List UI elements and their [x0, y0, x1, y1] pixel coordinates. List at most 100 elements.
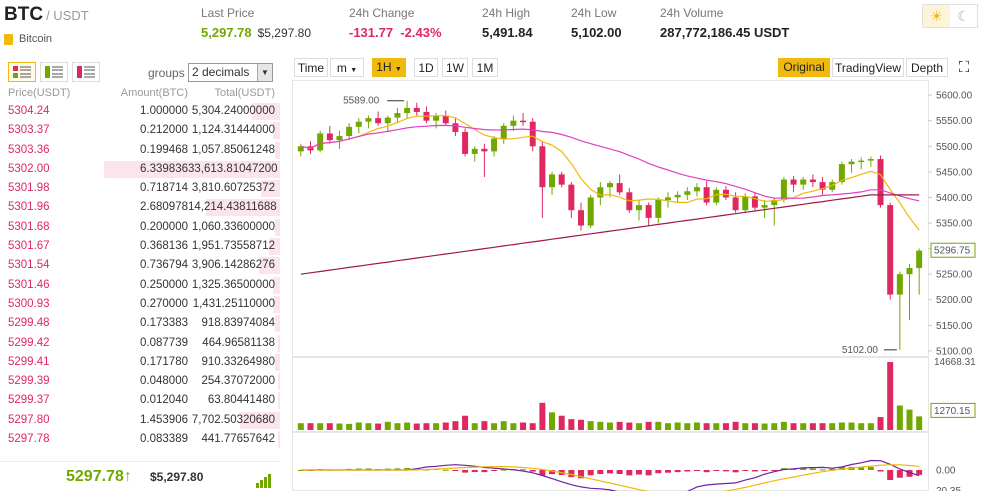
current-price-label: 5296.75 [934, 246, 971, 257]
order-book-row[interactable]: 5299.41 0.171780 910.33264980 [0, 353, 280, 372]
order-price: 5301.54 [8, 259, 50, 272]
macd-histogram-bar [529, 470, 536, 472]
volume-bar [510, 423, 517, 430]
coin-name[interactable]: Bitcoin [19, 33, 53, 45]
macd-histogram-bar [858, 466, 865, 470]
order-amount: 0.250000 [140, 278, 188, 291]
sun-icon[interactable]: ☀ [923, 5, 950, 27]
interval-minutes-label: m [336, 61, 347, 75]
theme-toggle[interactable]: ☀ ☾ [922, 4, 978, 28]
ma-short-line [300, 115, 920, 231]
volume-bar [693, 422, 700, 430]
order-book-row[interactable]: 5299.37 0.012040 63.80441480 [0, 391, 280, 410]
low-annotation: 5102.00 [842, 345, 879, 356]
bids-only-icon[interactable] [40, 62, 68, 82]
view-original[interactable]: Original [778, 58, 830, 77]
candle-body [520, 120, 527, 123]
view-depth[interactable]: Depth [906, 58, 948, 77]
candle-body [529, 121, 536, 147]
candle-body [916, 250, 923, 269]
order-book-row[interactable]: 5301.46 0.250000 1,325.36500000 [0, 276, 280, 295]
view-tradingview[interactable]: TradingView [832, 58, 904, 77]
stat-24h-low: 24h Low 5,102.00 [571, 6, 622, 40]
order-book-row[interactable]: 5299.39 0.048000 254.37072000 [0, 372, 280, 391]
order-book-row[interactable]: 5304.24 1.000000 5,304.24000000 [0, 102, 280, 121]
coin-info[interactable]: Bitcoin [4, 33, 52, 45]
order-book-row[interactable]: 5301.96 2.680978 14,214.43811688 [0, 198, 280, 217]
order-book-row[interactable]: 5297.80 1.453906 7,702.50320680 [0, 411, 280, 430]
interval-minutes-dropdown[interactable]: m ▼ [330, 58, 364, 77]
moon-icon[interactable]: ☾ [957, 7, 970, 24]
candle-body [838, 164, 845, 183]
volume-bar [800, 423, 807, 430]
volume-bar [355, 422, 362, 430]
col-price: Price(USDT) [8, 87, 71, 99]
volume-bar [520, 422, 527, 430]
volume-bar [365, 423, 372, 430]
order-amount: 1.453906 [140, 413, 188, 426]
volume-bar [732, 421, 739, 430]
order-book-row[interactable]: 5303.36 0.199468 1,057.85061248 [0, 141, 280, 160]
order-book-row[interactable]: 5301.98 0.718714 3,810.60725372 [0, 179, 280, 198]
stat-label: Last Price [201, 6, 255, 20]
macd-histogram-bar [838, 467, 845, 470]
macd-histogram-bar [867, 466, 874, 470]
volume-bar [771, 423, 778, 430]
volume-bar [336, 423, 343, 430]
stat-24h-high: 24h High 5,491.84 [482, 6, 533, 40]
interval-1d[interactable]: 1D [414, 58, 438, 77]
order-total: 1,060.33600000 [191, 220, 275, 233]
interval-1h[interactable]: 1H ▼ [372, 58, 406, 77]
stat-label: 24h High [482, 6, 531, 20]
volume-bar [597, 421, 604, 430]
candlestick-chart[interactable]: 5600.00 5550.00 5500.00 5450.00 5400.00 5350.… [292, 80, 978, 491]
macd-histogram-bar [539, 470, 546, 476]
interval-1m[interactable]: 1M [472, 58, 498, 77]
volume-bar [722, 423, 729, 430]
chevron-down-icon: ▼ [394, 66, 402, 73]
volume-bar [549, 412, 556, 430]
macd-histogram-bar [896, 470, 903, 478]
order-book-row[interactable]: 5301.68 0.200000 1,060.33600000 [0, 218, 280, 237]
order-book-row[interactable]: 5302.00 6.339836 33,613.81047200 [0, 160, 280, 179]
macd-histogram-bar [819, 469, 826, 471]
volume-bar [906, 409, 913, 430]
candle-body [877, 159, 884, 206]
asks-only-icon[interactable] [72, 62, 100, 82]
macd-histogram-bar [462, 470, 469, 473]
macd-dea-line [300, 464, 920, 491]
fullscreen-icon[interactable]: ⛶ [958, 59, 970, 76]
order-book-row[interactable]: 5303.37 0.212000 1,124.31444000 [0, 121, 280, 140]
candle-body [616, 183, 623, 193]
last-price-big[interactable]: 5297.78↑ [66, 468, 132, 486]
order-total: 441.77657642 [201, 433, 275, 446]
macd-histogram-bar [751, 470, 758, 472]
order-book-toolbar: groups 2 decimals ▼ [0, 58, 280, 86]
price-tick-label: 5350.00 [936, 219, 973, 230]
order-book-row[interactable]: 5299.48 0.173383 918.83974084 [0, 314, 280, 333]
candle-body [578, 210, 585, 226]
order-book-row[interactable]: 5297.78 0.083389 441.77657642 [0, 430, 280, 449]
order-book-row[interactable]: 5299.42 0.087739 464.96581138 [0, 334, 280, 353]
order-book-row[interactable]: 5301.67 0.368136 1,951.73558712 [0, 237, 280, 256]
order-book-row[interactable]: 5301.54 0.736794 3,906.14286276 [0, 256, 280, 275]
depth-bar [278, 373, 280, 391]
candle-body [568, 184, 575, 211]
candle-body [471, 148, 478, 154]
order-amount: 0.083389 [140, 433, 188, 446]
price-tick-label: 5600.00 [936, 91, 973, 102]
depth-bar [251, 103, 280, 120]
candle-body [906, 268, 913, 275]
macd-histogram-bar [645, 470, 652, 476]
interval-1w[interactable]: 1W [442, 58, 468, 77]
interval-time[interactable]: Time [294, 58, 328, 77]
coin-info-icon [4, 33, 13, 45]
groups-select[interactable]: 2 decimals ▼ [188, 63, 273, 82]
volume-bar [452, 421, 459, 430]
candle-body [684, 191, 691, 195]
depth-bar [206, 199, 280, 217]
order-book-row[interactable]: 5300.93 0.270000 1,431.25110000 [0, 295, 280, 314]
volume-bar [887, 362, 894, 430]
macd-histogram-bar [384, 468, 391, 470]
both-books-icon[interactable] [8, 62, 36, 82]
